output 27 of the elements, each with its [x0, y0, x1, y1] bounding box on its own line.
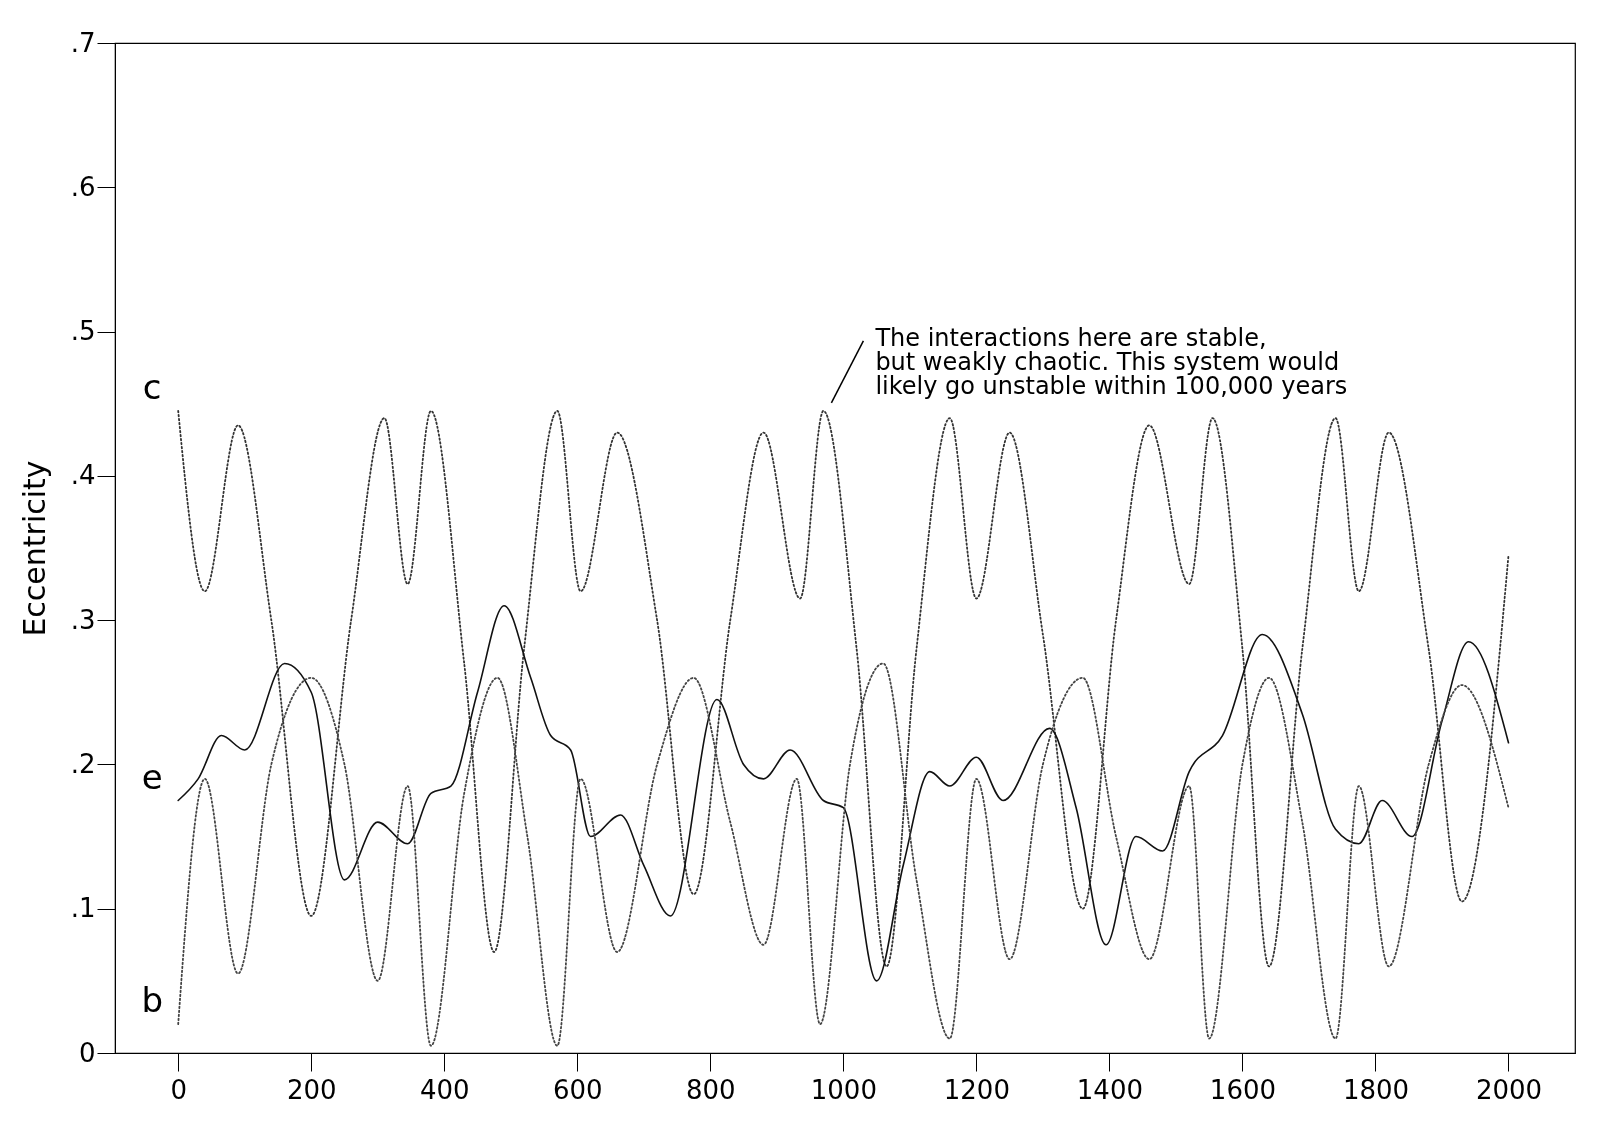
series-label: b [141, 980, 163, 1021]
y-tick-label: 0 [78, 1037, 96, 1068]
y-tick-label: .7 [70, 27, 96, 58]
line-series [177, 662, 1510, 1047]
x-tick-label: 1200 [943, 1074, 1010, 1105]
y-axis-title: Eccentricity [16, 460, 52, 637]
series-label: c [142, 366, 162, 407]
x-tick-label: 200 [286, 1074, 337, 1105]
x-tick-label: 2000 [1475, 1074, 1543, 1105]
x-tick-label: 600 [552, 1074, 603, 1105]
y-tick-label: .4 [70, 460, 96, 491]
series-label: e [141, 756, 163, 797]
line-series [177, 604, 1510, 982]
y-tick-label: .5 [70, 316, 96, 347]
x-tick-label: 1000 [810, 1074, 877, 1105]
annotation: The interactions here are stable, but weakly chaotic. This system would likely go unstable within 100,000 years [874, 323, 1348, 400]
line-series [177, 410, 1510, 968]
x-tick-label: 1600 [1209, 1074, 1277, 1105]
x-tick-label: 400 [419, 1074, 470, 1105]
x-tick-label: 0 [170, 1074, 187, 1105]
y-tick-label: .3 [70, 604, 96, 635]
y-tick-label: .1 [70, 893, 96, 924]
x-tick-label: 1400 [1076, 1074, 1143, 1105]
y-tick-label: .6 [70, 171, 96, 202]
y-tick-label: .2 [70, 748, 96, 779]
x-tick-label: 800 [685, 1074, 736, 1105]
x-tick-label: 1800 [1342, 1074, 1410, 1105]
